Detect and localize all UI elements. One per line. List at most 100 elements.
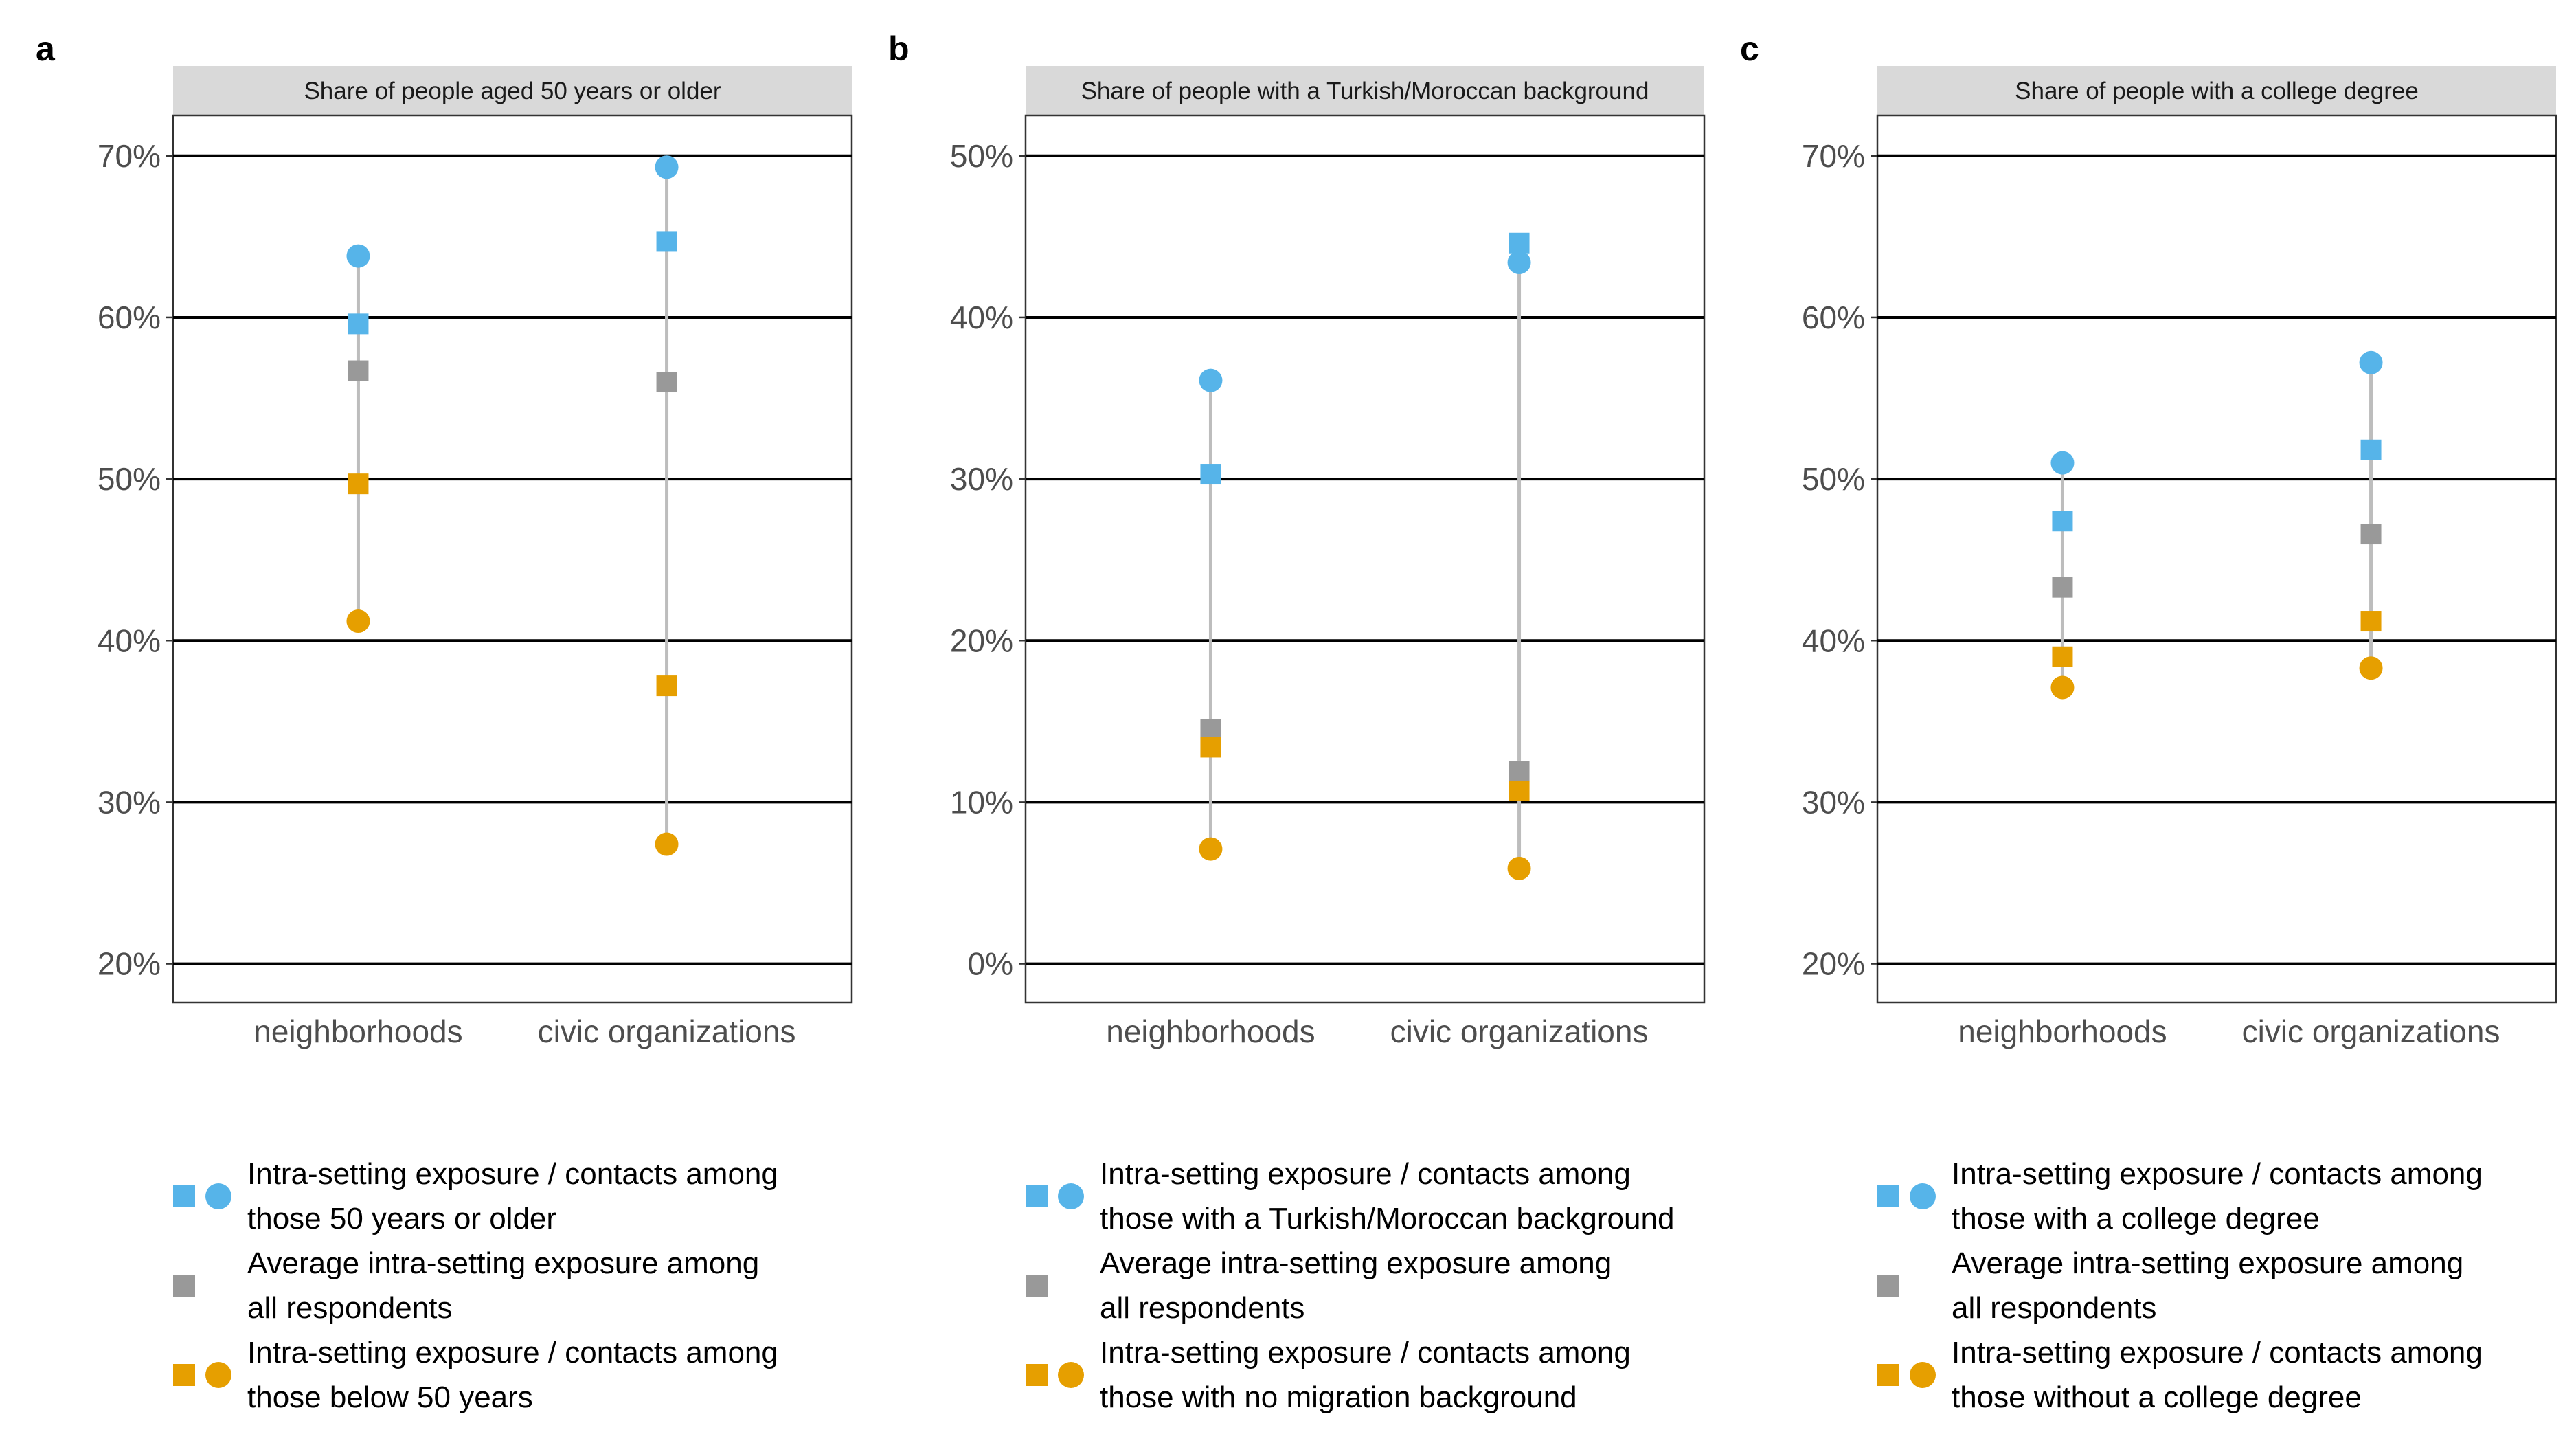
point-other_contacts <box>2050 675 2075 700</box>
legend-label: those with a Turkish/Moroccan background <box>1100 1202 1674 1235</box>
legend-circle-icon <box>1910 1183 1936 1209</box>
point-group_contacts <box>1199 368 1223 392</box>
legend-label: those with no migration background <box>1100 1380 1577 1414</box>
legend-label: all respondents <box>1100 1291 1304 1325</box>
plot-border <box>172 114 853 1004</box>
legend-square-icon <box>173 1185 195 1207</box>
point-other_exposure <box>1200 737 1221 758</box>
point-average <box>1509 761 1530 782</box>
point-other_exposure <box>348 473 369 495</box>
point-average <box>1200 719 1221 740</box>
legend-square-icon <box>1877 1185 1899 1207</box>
x-tick-label: civic organizations <box>538 1014 796 1049</box>
legend-label: Intra-setting exposure / contacts among <box>247 1336 778 1369</box>
legend-item: Average intra-setting exposure among all … <box>1877 1246 2463 1325</box>
point-other_contacts <box>655 832 679 856</box>
legend-label: all respondents <box>247 1291 452 1325</box>
legend-item: Intra-setting exposure / contacts among t… <box>1026 1157 1674 1235</box>
point-other_contacts <box>1199 837 1223 861</box>
point-group_contacts <box>1507 250 1531 274</box>
legend-item: Intra-setting exposure / contacts among t… <box>173 1336 778 1414</box>
point-other_exposure <box>656 675 677 697</box>
legend-circle-icon <box>1058 1183 1084 1209</box>
point-average <box>2360 524 2382 545</box>
legend-label: Intra-setting exposure / contacts among <box>1100 1157 1631 1191</box>
y-tick-label: 40% <box>950 300 1013 335</box>
legend-square-icon <box>1026 1275 1048 1297</box>
panel-b: b Share of people with a Turkish/Moroccan… <box>888 30 1706 1414</box>
legend-item: Intra-setting exposure / contacts among t… <box>1877 1336 2483 1414</box>
panel-a: a Share of people aged 50 years or older 2… <box>36 30 853 1414</box>
y-tick-label: 70% <box>98 138 161 174</box>
point-other_contacts <box>2359 656 2383 680</box>
y-tick-label: 60% <box>98 300 161 335</box>
plot-border <box>1876 114 2557 1004</box>
point-other_contacts <box>346 609 370 634</box>
strip-background <box>1026 66 1704 115</box>
point-group_contacts <box>346 244 370 268</box>
legend-item: Intra-setting exposure / contacts among t… <box>173 1157 778 1235</box>
y-tick-label: 20% <box>1802 946 1865 982</box>
legend-circle-icon <box>205 1362 231 1388</box>
y-tick-label: 0% <box>968 946 1013 982</box>
y-tick-label: 20% <box>98 946 161 982</box>
legend-label: all respondents <box>1952 1291 2156 1325</box>
legend-label: Intra-setting exposure / contacts among <box>1100 1336 1631 1369</box>
panel-letter: a <box>36 30 56 68</box>
legend-label: Intra-setting exposure / contacts among <box>1952 1157 2483 1191</box>
legend-label: Intra-setting exposure / contacts among <box>247 1157 778 1191</box>
legend-item: Average intra-setting exposure among all … <box>1026 1246 1612 1325</box>
x-tick-label: neighborhoods <box>1106 1014 1315 1049</box>
point-average <box>348 360 369 381</box>
y-tick-label: 30% <box>1802 784 1865 820</box>
panel-c: c Share of people with a college degree 20… <box>1740 30 2557 1414</box>
y-tick-label: 30% <box>950 461 1013 497</box>
legend: Intra-setting exposure / contacts among t… <box>173 1157 778 1414</box>
panel-title: Share of people aged 50 years or older <box>304 78 721 104</box>
x-tick-label: neighborhoods <box>1958 1014 2167 1049</box>
legend-square-icon <box>1877 1364 1899 1386</box>
legend-label: those below 50 years <box>247 1380 533 1414</box>
point-other_exposure <box>2052 646 2073 667</box>
legend-label: Average intra-setting exposure among <box>247 1246 759 1280</box>
legend-circle-icon <box>1910 1362 1936 1388</box>
point-group_exposure <box>656 231 677 252</box>
legend-item: Average intra-setting exposure among all … <box>173 1246 759 1325</box>
y-tick-label: 40% <box>98 623 161 658</box>
x-tick-label: civic organizations <box>2242 1014 2500 1049</box>
legend-label: Intra-setting exposure / contacts among <box>1952 1336 2483 1369</box>
point-group_exposure <box>2052 511 2073 532</box>
legend: Intra-setting exposure / contacts among t… <box>1877 1157 2483 1414</box>
legend-square-icon <box>173 1275 195 1297</box>
legend-square-icon <box>173 1364 195 1386</box>
point-other_exposure <box>2360 611 2382 632</box>
point-group_contacts <box>2359 350 2383 374</box>
y-tick-label: 30% <box>98 784 161 820</box>
point-group_exposure <box>2360 439 2382 460</box>
y-tick-label: 50% <box>98 461 161 497</box>
point-group_contacts <box>2050 451 2075 475</box>
legend-square-icon <box>1026 1364 1048 1386</box>
legend-label: those 50 years or older <box>247 1202 556 1235</box>
legend-circle-icon <box>205 1183 231 1209</box>
point-average <box>656 372 677 393</box>
plot-border <box>1024 114 1706 1004</box>
point-group_exposure <box>1200 464 1221 485</box>
legend: Intra-setting exposure / contacts among t… <box>1026 1157 1674 1414</box>
panel-letter: c <box>1740 30 1759 68</box>
x-tick-label: civic organizations <box>1390 1014 1649 1049</box>
panel-letter: b <box>888 30 909 68</box>
point-group_contacts <box>655 155 679 179</box>
point-other_exposure <box>1509 780 1530 801</box>
point-other_contacts <box>1507 856 1531 880</box>
legend-label: Average intra-setting exposure among <box>1100 1246 1612 1280</box>
x-tick-label: neighborhoods <box>253 1014 462 1049</box>
point-average <box>2052 577 2073 598</box>
y-tick-label: 20% <box>950 623 1013 658</box>
legend-circle-icon <box>1058 1362 1084 1388</box>
legend-label: those without a college degree <box>1952 1380 2362 1414</box>
strip-background <box>1877 66 2556 115</box>
panel-title: Share of people with a Turkish/Moroccan … <box>1081 78 1649 104</box>
y-tick-label: 50% <box>950 138 1013 174</box>
